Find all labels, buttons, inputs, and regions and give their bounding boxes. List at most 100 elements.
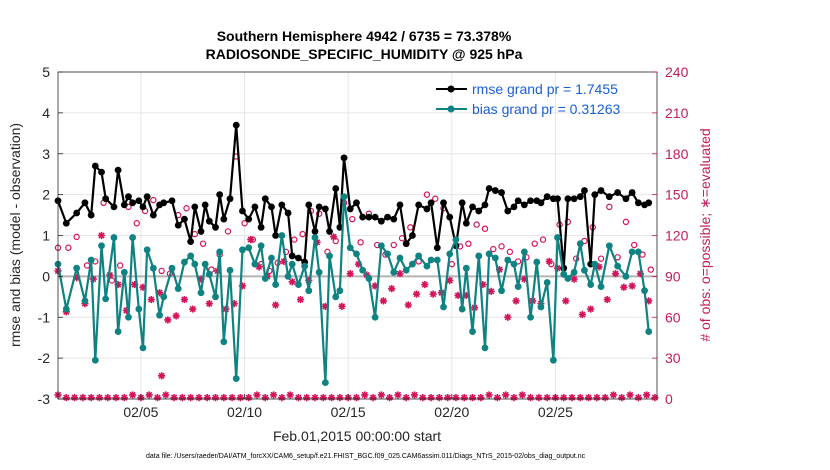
obs-evaluated-zero-point [526,394,535,402]
obs-evaluated-point [205,300,213,308]
obs-evaluated-point [354,260,363,268]
bias-point [346,244,354,252]
obs-evaluated-zero-point [104,394,112,402]
bias-point [326,252,333,260]
obs-evaluated-point [421,280,429,289]
rmse-point [129,199,137,207]
bias-point [91,356,99,364]
rmse-point [396,201,404,209]
obs-evaluated-zero-point [211,394,220,402]
bias-point [212,293,219,301]
x-tick-label: 02/05 [123,404,158,420]
bias-point [504,256,512,264]
rmse-point [205,217,213,225]
rmse-point [570,195,578,203]
obs-evaluated-zero-point [493,394,502,402]
rmse-point [581,187,588,194]
obs-evaluated-zero-point [543,394,551,402]
bias-point [605,242,613,250]
obs-evaluated-zero-point [444,394,452,402]
obs-evaluated-zero-point [195,394,203,402]
obs-evaluated-point [139,283,147,291]
obs-evaluated-point [131,280,139,289]
obs-evaluated-zero-point [170,394,178,402]
rmse-point [597,187,605,194]
bias-point [527,313,534,321]
obs-evaluated-point [172,312,180,320]
bias-point [226,266,234,274]
obs-evaluated-point [255,263,263,271]
bias-point [560,270,568,278]
rmse-point [245,215,253,223]
series-group [54,121,653,387]
rmse-point [251,203,259,211]
bias-point [564,275,572,282]
rmse-point [564,195,572,203]
obs-evaluated-point [147,295,155,304]
rmse-point [288,252,296,260]
bias-point [591,260,599,268]
obs-evaluated-point [371,282,379,290]
bias-point [537,303,545,311]
bias-point [311,234,319,241]
rmse-point [481,201,489,209]
rmse-point [239,207,246,215]
y2-tick-label: 30 [665,350,681,366]
obs-evaluated-point [321,302,329,310]
y-tick-label: 2 [42,187,50,203]
obs-evaluated-zero-point [352,394,361,402]
bias-point [384,250,391,258]
rmse-point [149,211,157,219]
obs-evaluated-zero-point [402,394,410,402]
rmse-point [268,203,275,211]
obs-evaluated-point [611,270,620,278]
bias-point [149,264,157,272]
rmse-point [359,213,367,221]
obs-evaluated-point [388,285,396,293]
obs-evaluated-zero-point [410,391,419,399]
obs-evaluated-point [520,275,528,283]
obs-possible-point [423,191,431,198]
rmse-point [340,154,348,162]
bias-point [125,313,132,321]
bias-point [353,250,360,258]
obs-evaluated-zero-point [377,391,385,399]
obs-evaluated-point [462,291,470,300]
bias-point [191,260,199,268]
obs-evaluated-point [346,270,354,278]
obs-possible-point [432,195,439,202]
bias-point [197,289,205,297]
rmse-point [591,191,599,199]
bias-point [628,248,636,256]
rmse-point [272,232,280,239]
obs-possible-point [506,248,514,256]
obs-possible-point [150,196,157,204]
bias-point [462,264,470,272]
obs-evaluated-zero-point [303,394,311,402]
rmse-point [278,201,286,209]
obs-evaluated-point [504,313,512,321]
rmse-point [174,221,182,229]
rmse-point [346,205,354,213]
obs-evaluated-point [587,305,595,313]
bias-point [181,258,188,266]
obs-evaluated-zero-point [220,394,228,402]
obs-evaluated-zero-point [394,391,402,399]
rmse-point [315,203,323,211]
obs-evaluated-zero-point [518,391,526,399]
y-tick-label: 5 [42,64,50,80]
obs-evaluated-zero-point [178,394,186,402]
rmse-point [628,189,636,196]
obs-evaluated-point [89,275,97,283]
obs-evaluated-zero-point [634,394,642,402]
obs-evaluated-point [180,295,189,304]
bias-point [278,232,286,239]
rmse-point [527,197,534,205]
obs-evaluated-zero-point [253,391,261,399]
rmse-point [98,168,105,176]
obs-evaluated-point [114,280,122,289]
rmse-point [232,121,240,129]
legend-bias-label: bias grand pr = 0.31263 [472,101,620,117]
rmse-point [201,201,209,209]
obs-evaluated-point [97,231,106,240]
